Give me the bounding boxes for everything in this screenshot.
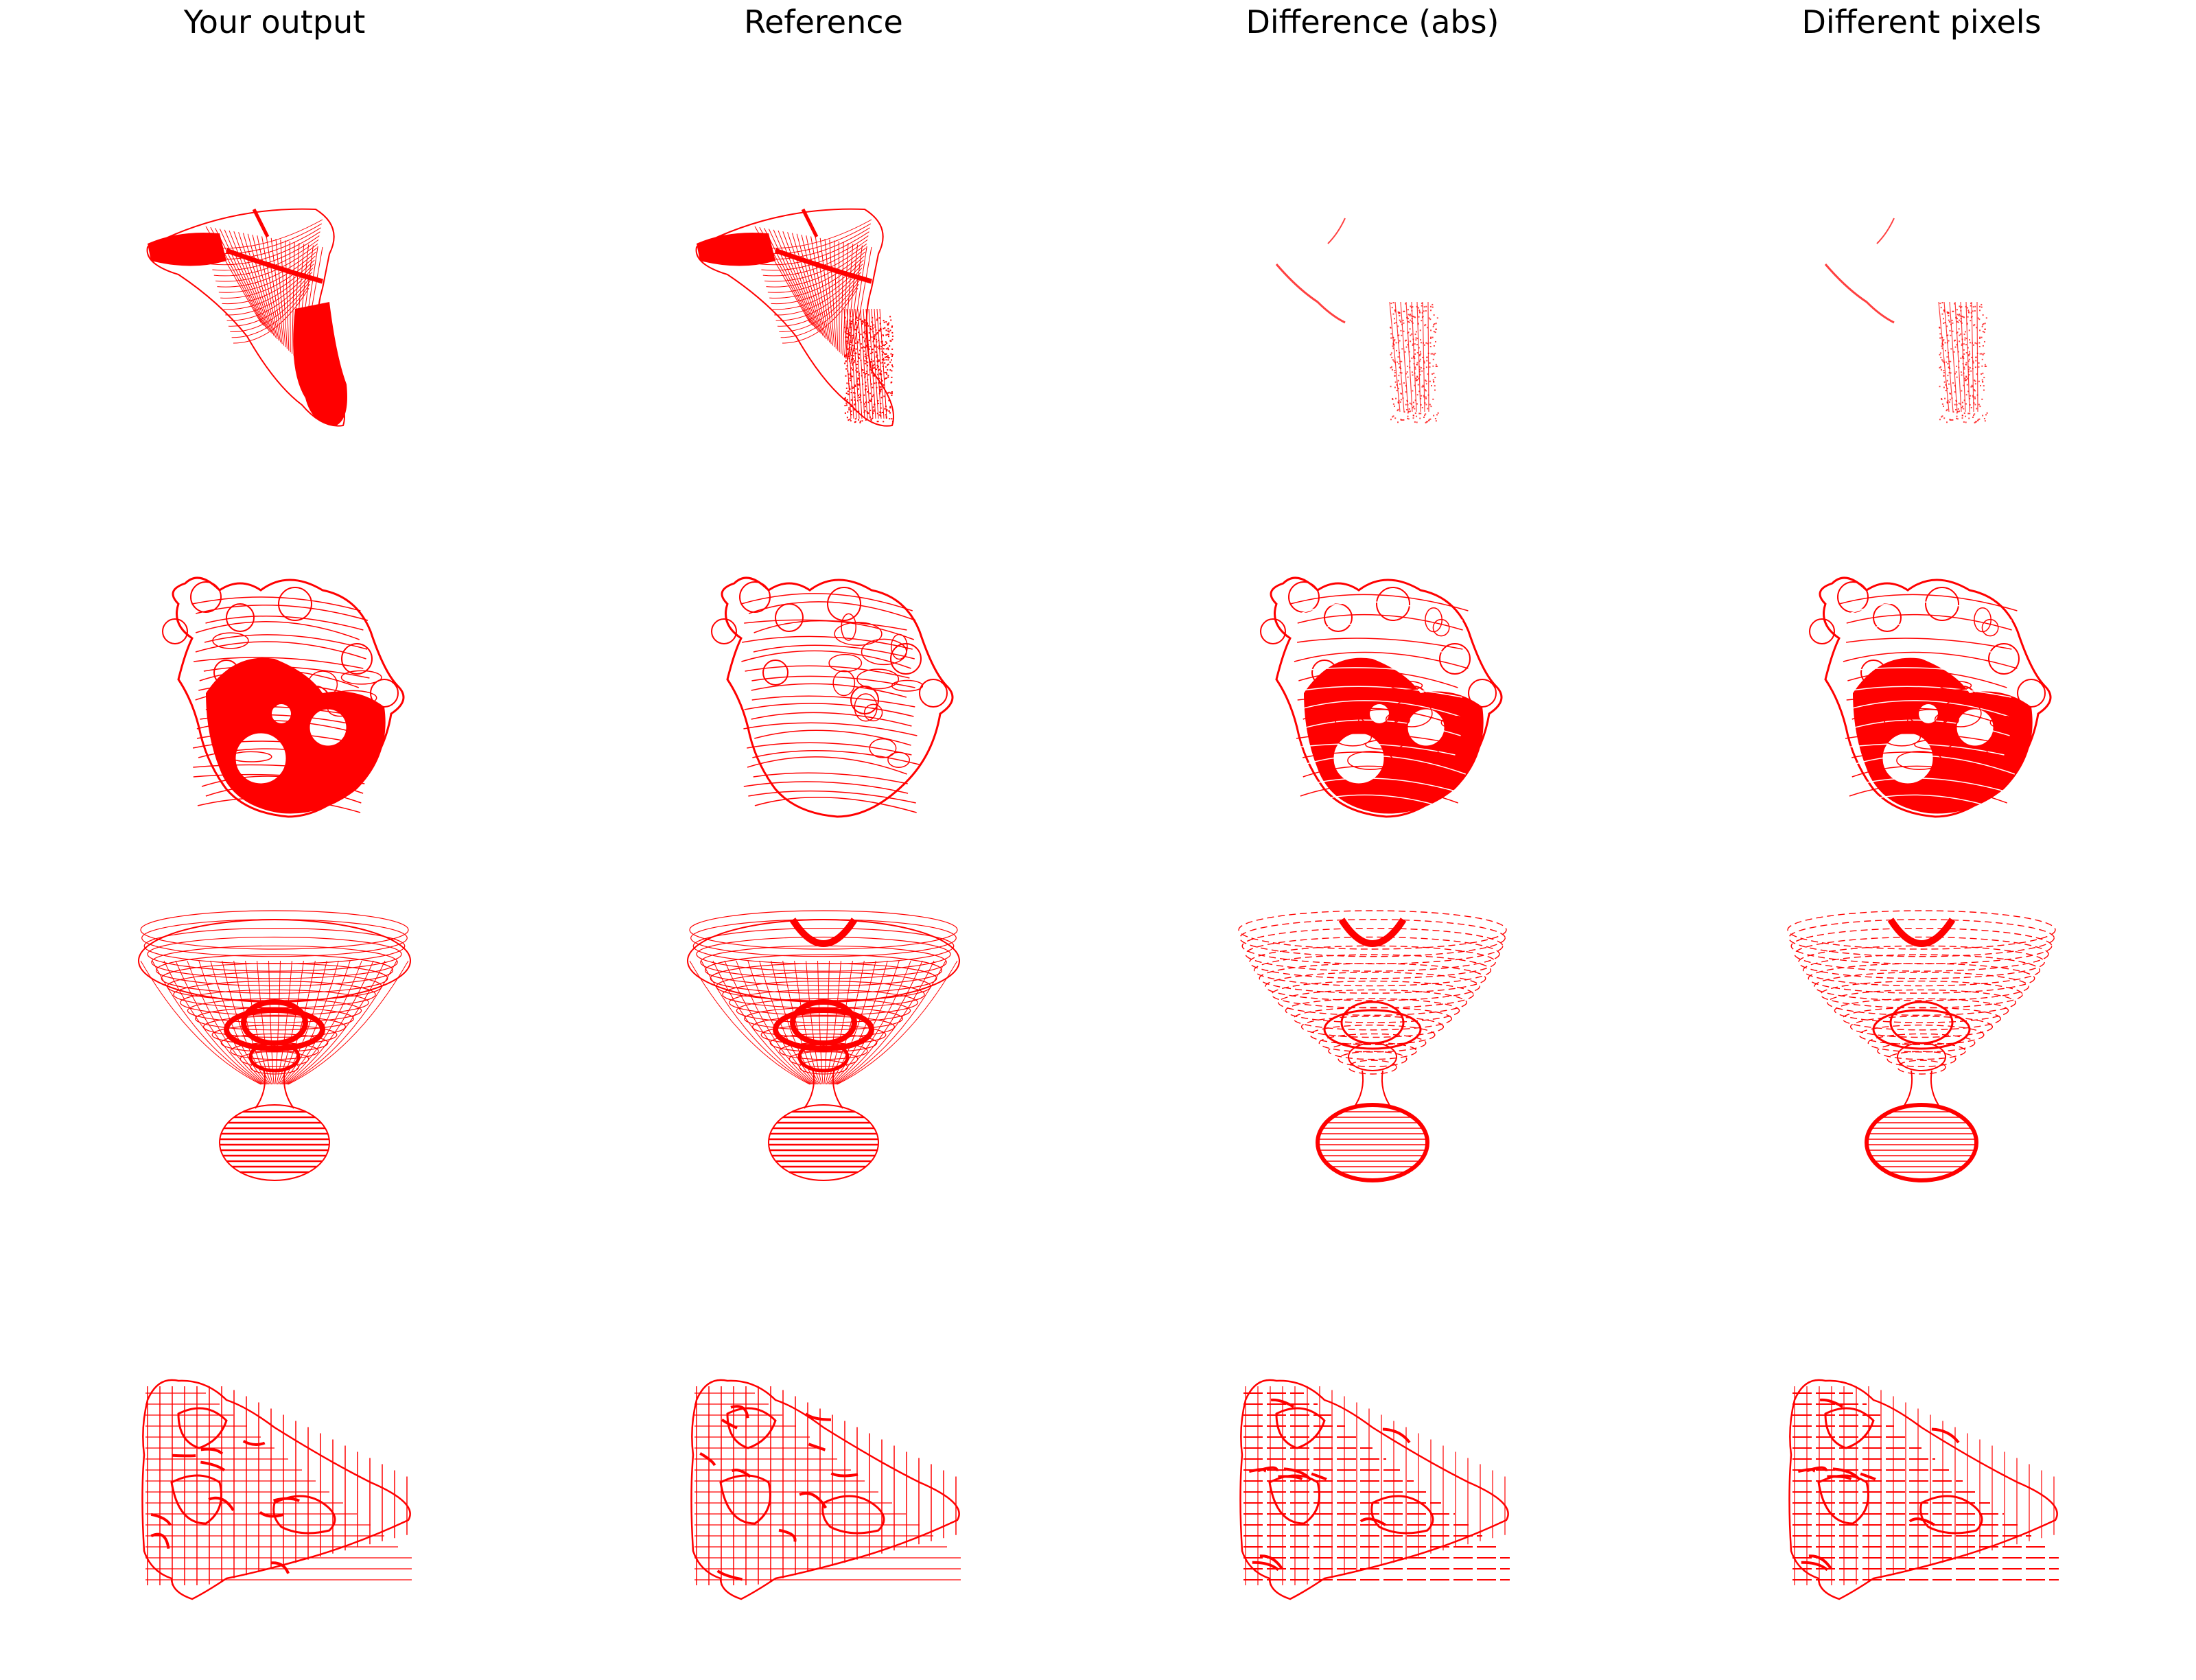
panel-bean-loop-reference [690,1379,961,1600]
panel-goblet-your-output [138,910,411,1181]
panel-mannequin-head-reference [695,208,894,427]
panel-goblet-difference-abs [1238,910,1507,1182]
panel-goblet-reference [687,910,960,1181]
panel-lumpy-organic-reference [711,576,954,818]
panel-bean-loop-difference-abs [1239,1379,1510,1600]
panel-mannequin-head-difference-abs [1275,218,1439,423]
column-title-your-output: Your output [183,3,366,40]
panel-lumpy-organic-difference-abs [1260,576,1503,818]
column-title-reference: Reference [744,3,903,40]
panel-goblet-different-pixels [1787,910,2056,1182]
panel-mannequin-head-your-output [146,208,347,427]
panel-lumpy-organic-your-output [162,576,405,818]
panel-lumpy-organic-different-pixels [1809,576,2052,818]
panel-bean-loop-your-output [141,1379,412,1600]
column-title-difference-abs: Difference (abs) [1246,3,1499,40]
panel-bean-loop-different-pixels [1788,1379,2059,1600]
column-title-different-pixels: Different pixels [1801,3,2042,40]
panel-mannequin-head-different-pixels [1824,218,1988,423]
